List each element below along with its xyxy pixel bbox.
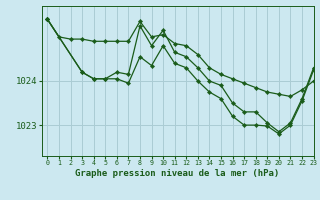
X-axis label: Graphe pression niveau de la mer (hPa): Graphe pression niveau de la mer (hPa) [76,169,280,178]
